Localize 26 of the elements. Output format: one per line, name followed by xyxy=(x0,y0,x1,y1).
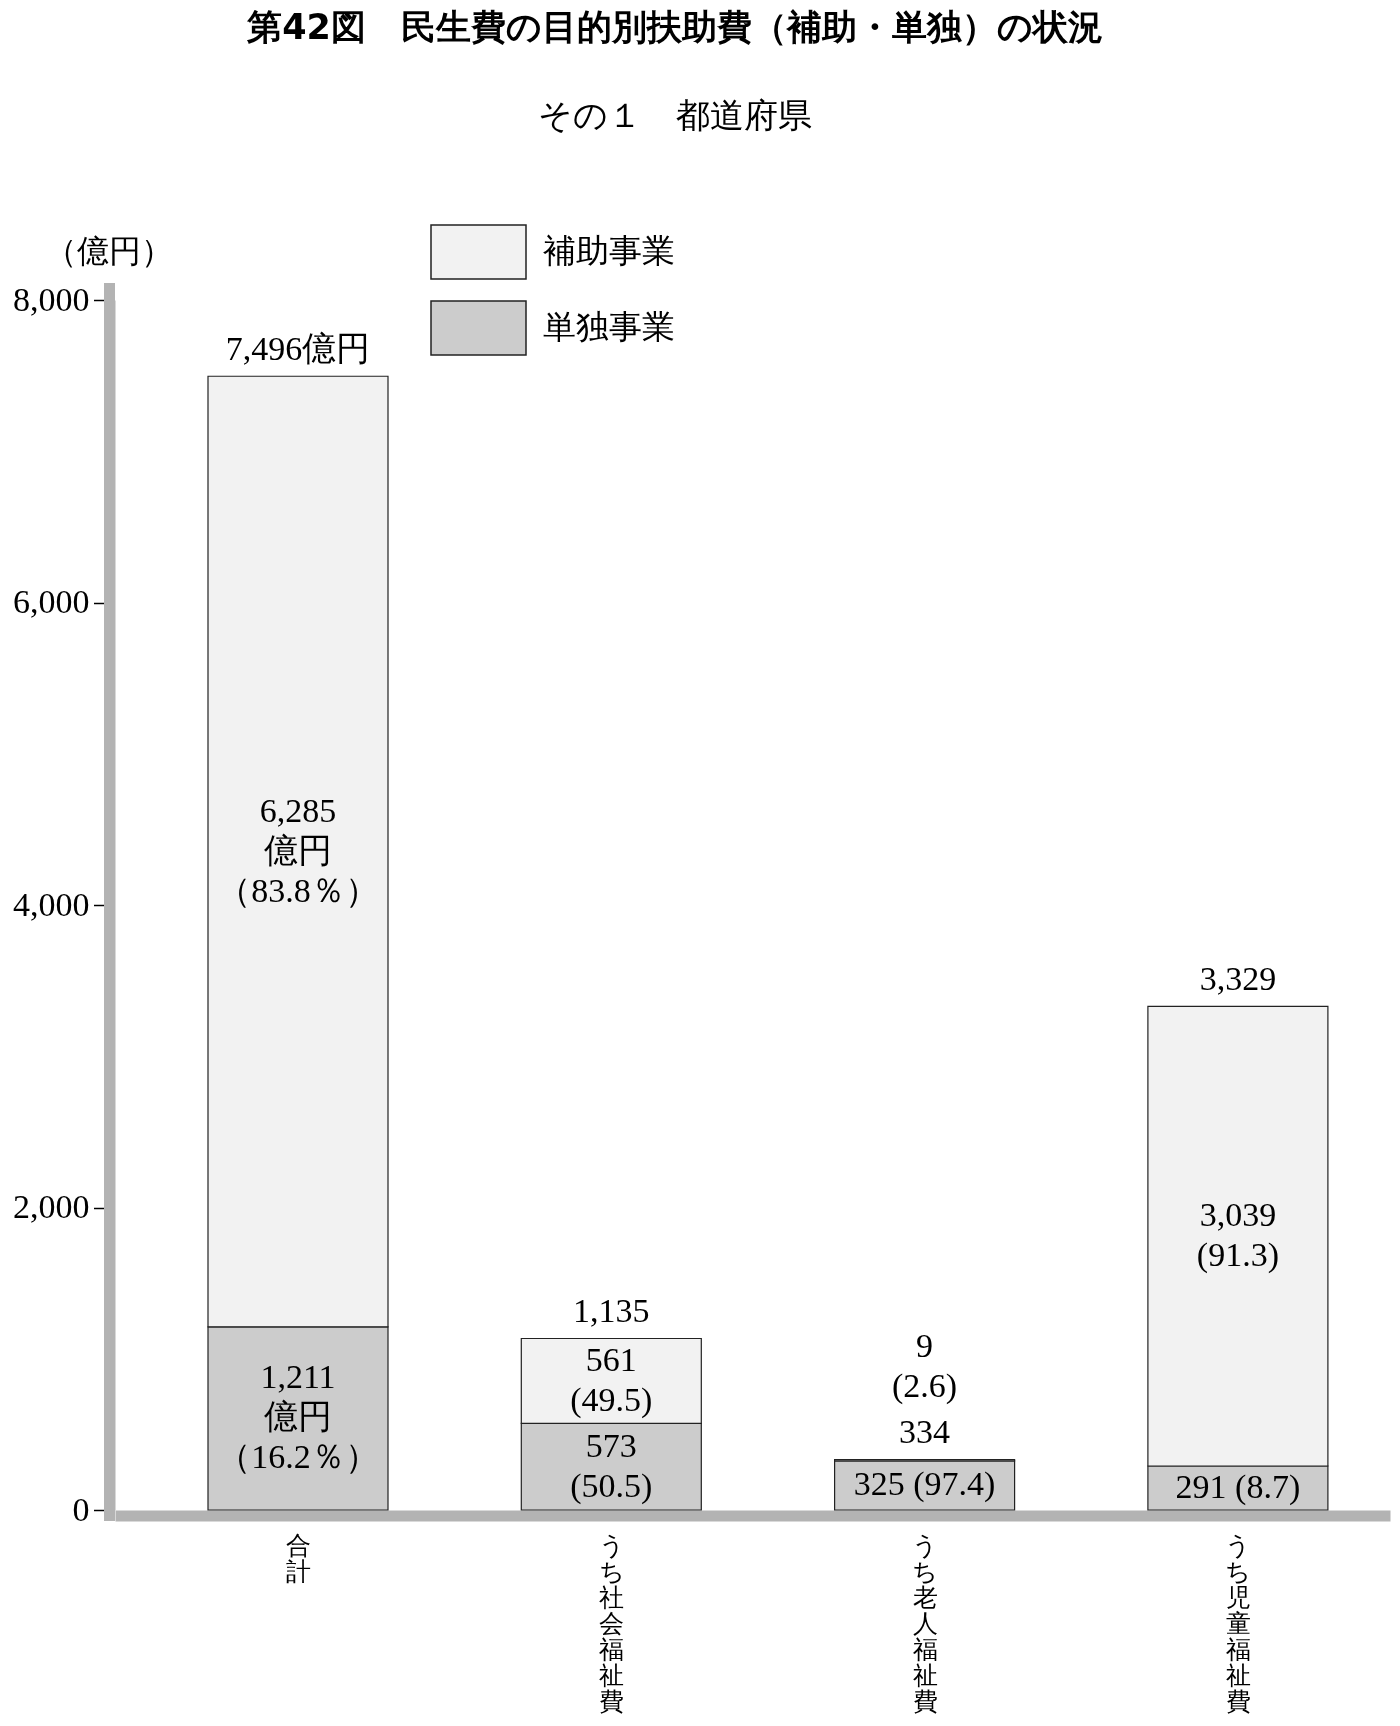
data-label: 325 (97.4) xyxy=(853,1465,996,1504)
y-tick-label: 4,000 xyxy=(13,885,90,923)
data-label: 573 (50.5) xyxy=(570,1426,653,1505)
chart-title: 第42図 民生費の目的別扶助費（補助・単独）の状況 xyxy=(246,7,1103,47)
data-label: 6,285億円（83.8％） xyxy=(217,791,379,909)
data-label: 291 (8.7) xyxy=(1175,1467,1301,1506)
y-tick-label: 2,000 xyxy=(13,1188,90,1225)
total-label: 3,329 xyxy=(1199,960,1277,998)
total-label: 1,135 xyxy=(573,1292,650,1330)
x-tick-label: うち社会福祉費 xyxy=(598,1531,625,1715)
data-label: 1,211億円（16.2％） xyxy=(217,1358,379,1476)
total-label: 334 xyxy=(899,1413,951,1451)
chart-subtitle: その１ 都道府県 xyxy=(538,97,812,134)
data-label: 9 (2.6) xyxy=(892,1327,958,1406)
legend-label: 単独事業 xyxy=(543,309,675,345)
total-label: 7,496億円 xyxy=(225,330,371,368)
data-label: 3,039 (91.3) xyxy=(1196,1196,1279,1275)
y-tick-label: 0 xyxy=(72,1490,90,1528)
y-tick-label: 6,000 xyxy=(13,583,90,620)
y-tick-label: 8,000 xyxy=(13,280,90,318)
legend-label: 補助事業 xyxy=(543,233,675,269)
data-label: 561 (49.5) xyxy=(570,1340,653,1419)
x-tick-label: 合計 xyxy=(286,1531,311,1585)
x-tick-label: うち老人福祉費 xyxy=(912,1531,939,1715)
y-axis-title: （億円） xyxy=(44,232,173,269)
x-tick-label: うち児童福祉費 xyxy=(1225,1531,1252,1715)
